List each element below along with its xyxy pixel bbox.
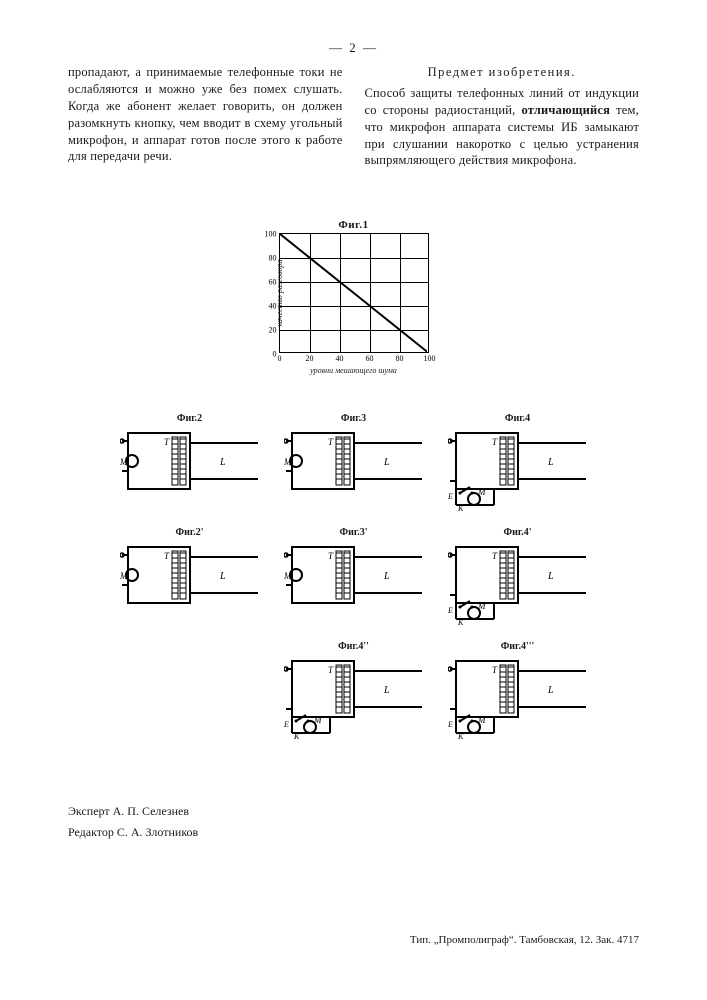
- schematic-title: Фиг.3: [341, 413, 366, 424]
- svg-text:K: K: [293, 732, 300, 741]
- svg-text:T: T: [328, 551, 334, 561]
- xtick: 60: [366, 354, 374, 363]
- schematic-svg: T L M: [284, 427, 424, 513]
- svg-text:M: M: [477, 715, 486, 725]
- ytick: 40: [269, 302, 277, 311]
- schematic-svg: T L M KE: [448, 655, 588, 741]
- ytick: 20: [269, 326, 277, 335]
- svg-text:T: T: [164, 437, 170, 447]
- ytick: 0: [273, 350, 277, 359]
- schematic-svg: T L M: [120, 427, 260, 513]
- schematic-svg: T L M KE: [284, 655, 424, 741]
- schematic: Фиг.2 T L M: [120, 413, 260, 513]
- svg-text:T: T: [492, 437, 498, 447]
- credits: Эксперт А. П. Селезнев Редактор С. А. Зл…: [68, 801, 639, 842]
- schematic: Фиг.4'' T L M KE: [284, 641, 424, 741]
- schematic-title: Фиг.2: [177, 413, 202, 424]
- xtick: 100: [424, 354, 436, 363]
- schematic-title: Фиг.3': [339, 527, 367, 538]
- svg-text:M: M: [120, 457, 128, 467]
- schematic-svg: T L M: [120, 541, 260, 627]
- fig1-title: Фиг.1: [279, 219, 429, 231]
- xtick: 40: [336, 354, 344, 363]
- page-number: — 2 —: [68, 40, 639, 56]
- svg-text:T: T: [328, 665, 334, 675]
- imprint: Тип. „Промполиграф“. Тамбовская, 12. Зак…: [410, 934, 639, 946]
- grid-v: [340, 234, 341, 352]
- fig1-ylabel: качество разговора: [275, 260, 284, 327]
- svg-text:M: M: [313, 715, 322, 725]
- svg-text:T: T: [492, 551, 498, 561]
- schematic: Фиг.3' T L M: [284, 527, 424, 627]
- schematic: Фиг.4''' T L M KE: [448, 641, 588, 741]
- svg-text:K: K: [457, 504, 464, 513]
- svg-text:L: L: [547, 457, 554, 468]
- svg-text:K: K: [457, 618, 464, 627]
- fig1-wrap: Фиг.1 качество разговора уровни мешающег…: [279, 219, 429, 353]
- grid-h: [280, 258, 428, 259]
- schematic: Фиг.2' T L M: [120, 527, 260, 627]
- grid-v: [370, 234, 371, 352]
- svg-text:M: M: [477, 601, 486, 611]
- xtick: 80: [396, 354, 404, 363]
- svg-text:L: L: [219, 457, 226, 468]
- fig1-chart: качество разговора уровни мешающего шума…: [279, 233, 429, 353]
- svg-text:L: L: [383, 457, 390, 468]
- schematic-title: Фиг.4'': [338, 641, 369, 652]
- schematic-title: Фиг.2': [175, 527, 203, 538]
- svg-text:T: T: [492, 665, 498, 675]
- svg-text:L: L: [383, 685, 390, 696]
- grid-h: [280, 282, 428, 283]
- svg-text:L: L: [547, 571, 554, 582]
- svg-text:M: M: [120, 571, 128, 581]
- fig1-line-svg: [280, 234, 428, 352]
- schematic-svg: T L M KE: [448, 427, 588, 513]
- svg-text:L: L: [547, 685, 554, 696]
- svg-text:M: M: [477, 487, 486, 497]
- schematic: Фиг.3 T L M: [284, 413, 424, 513]
- schematic-title: Фиг.4': [503, 527, 531, 538]
- svg-text:E: E: [448, 492, 453, 501]
- invention-heading: Предмет изобретения.: [365, 64, 640, 81]
- right-col-bold: отличающийся: [521, 103, 610, 117]
- svg-text:M: M: [284, 571, 292, 581]
- svg-text:M: M: [284, 457, 292, 467]
- svg-text:E: E: [448, 720, 453, 729]
- text-columns: пропадают, а принимаемые телефонные токи…: [68, 64, 639, 169]
- ytick: 80: [269, 254, 277, 263]
- grid-v: [400, 234, 401, 352]
- schematic-title: Фиг.4: [505, 413, 530, 424]
- credits-editor: Редактор С. А. Злотников: [68, 822, 639, 842]
- grid-v: [310, 234, 311, 352]
- svg-text:L: L: [219, 571, 226, 582]
- grid-h: [280, 330, 428, 331]
- schematic-title: Фиг.4''': [501, 641, 535, 652]
- schematics-grid: Фиг.2TLMФиг.3TLMФиг.4TLMKEФиг.2'TLMФиг.3…: [120, 413, 588, 741]
- grid-h: [280, 306, 428, 307]
- svg-text:E: E: [448, 606, 453, 615]
- ytick: 100: [265, 230, 277, 239]
- svg-text:K: K: [457, 732, 464, 741]
- schematic-svg: T L M KE: [448, 541, 588, 627]
- xtick: 0: [278, 354, 282, 363]
- svg-text:T: T: [164, 551, 170, 561]
- right-column: Предмет изобретения. Способ защиты телеф…: [365, 64, 640, 169]
- svg-text:E: E: [284, 720, 289, 729]
- schematic-svg: T L M: [284, 541, 424, 627]
- left-column: пропадают, а принимаемые телефонные токи…: [68, 64, 343, 169]
- schematic: Фиг.4 T L M KE: [448, 413, 588, 513]
- credits-expert: Эксперт А. П. Селезнев: [68, 801, 639, 821]
- fig1-xlabel: уровни мешающего шума: [310, 366, 397, 375]
- ytick: 60: [269, 278, 277, 287]
- schematic: Фиг.4' T L M KE: [448, 527, 588, 627]
- figures-area: Фиг.1 качество разговора уровни мешающег…: [68, 219, 639, 741]
- xtick: 20: [306, 354, 314, 363]
- svg-text:T: T: [328, 437, 334, 447]
- svg-text:L: L: [383, 571, 390, 582]
